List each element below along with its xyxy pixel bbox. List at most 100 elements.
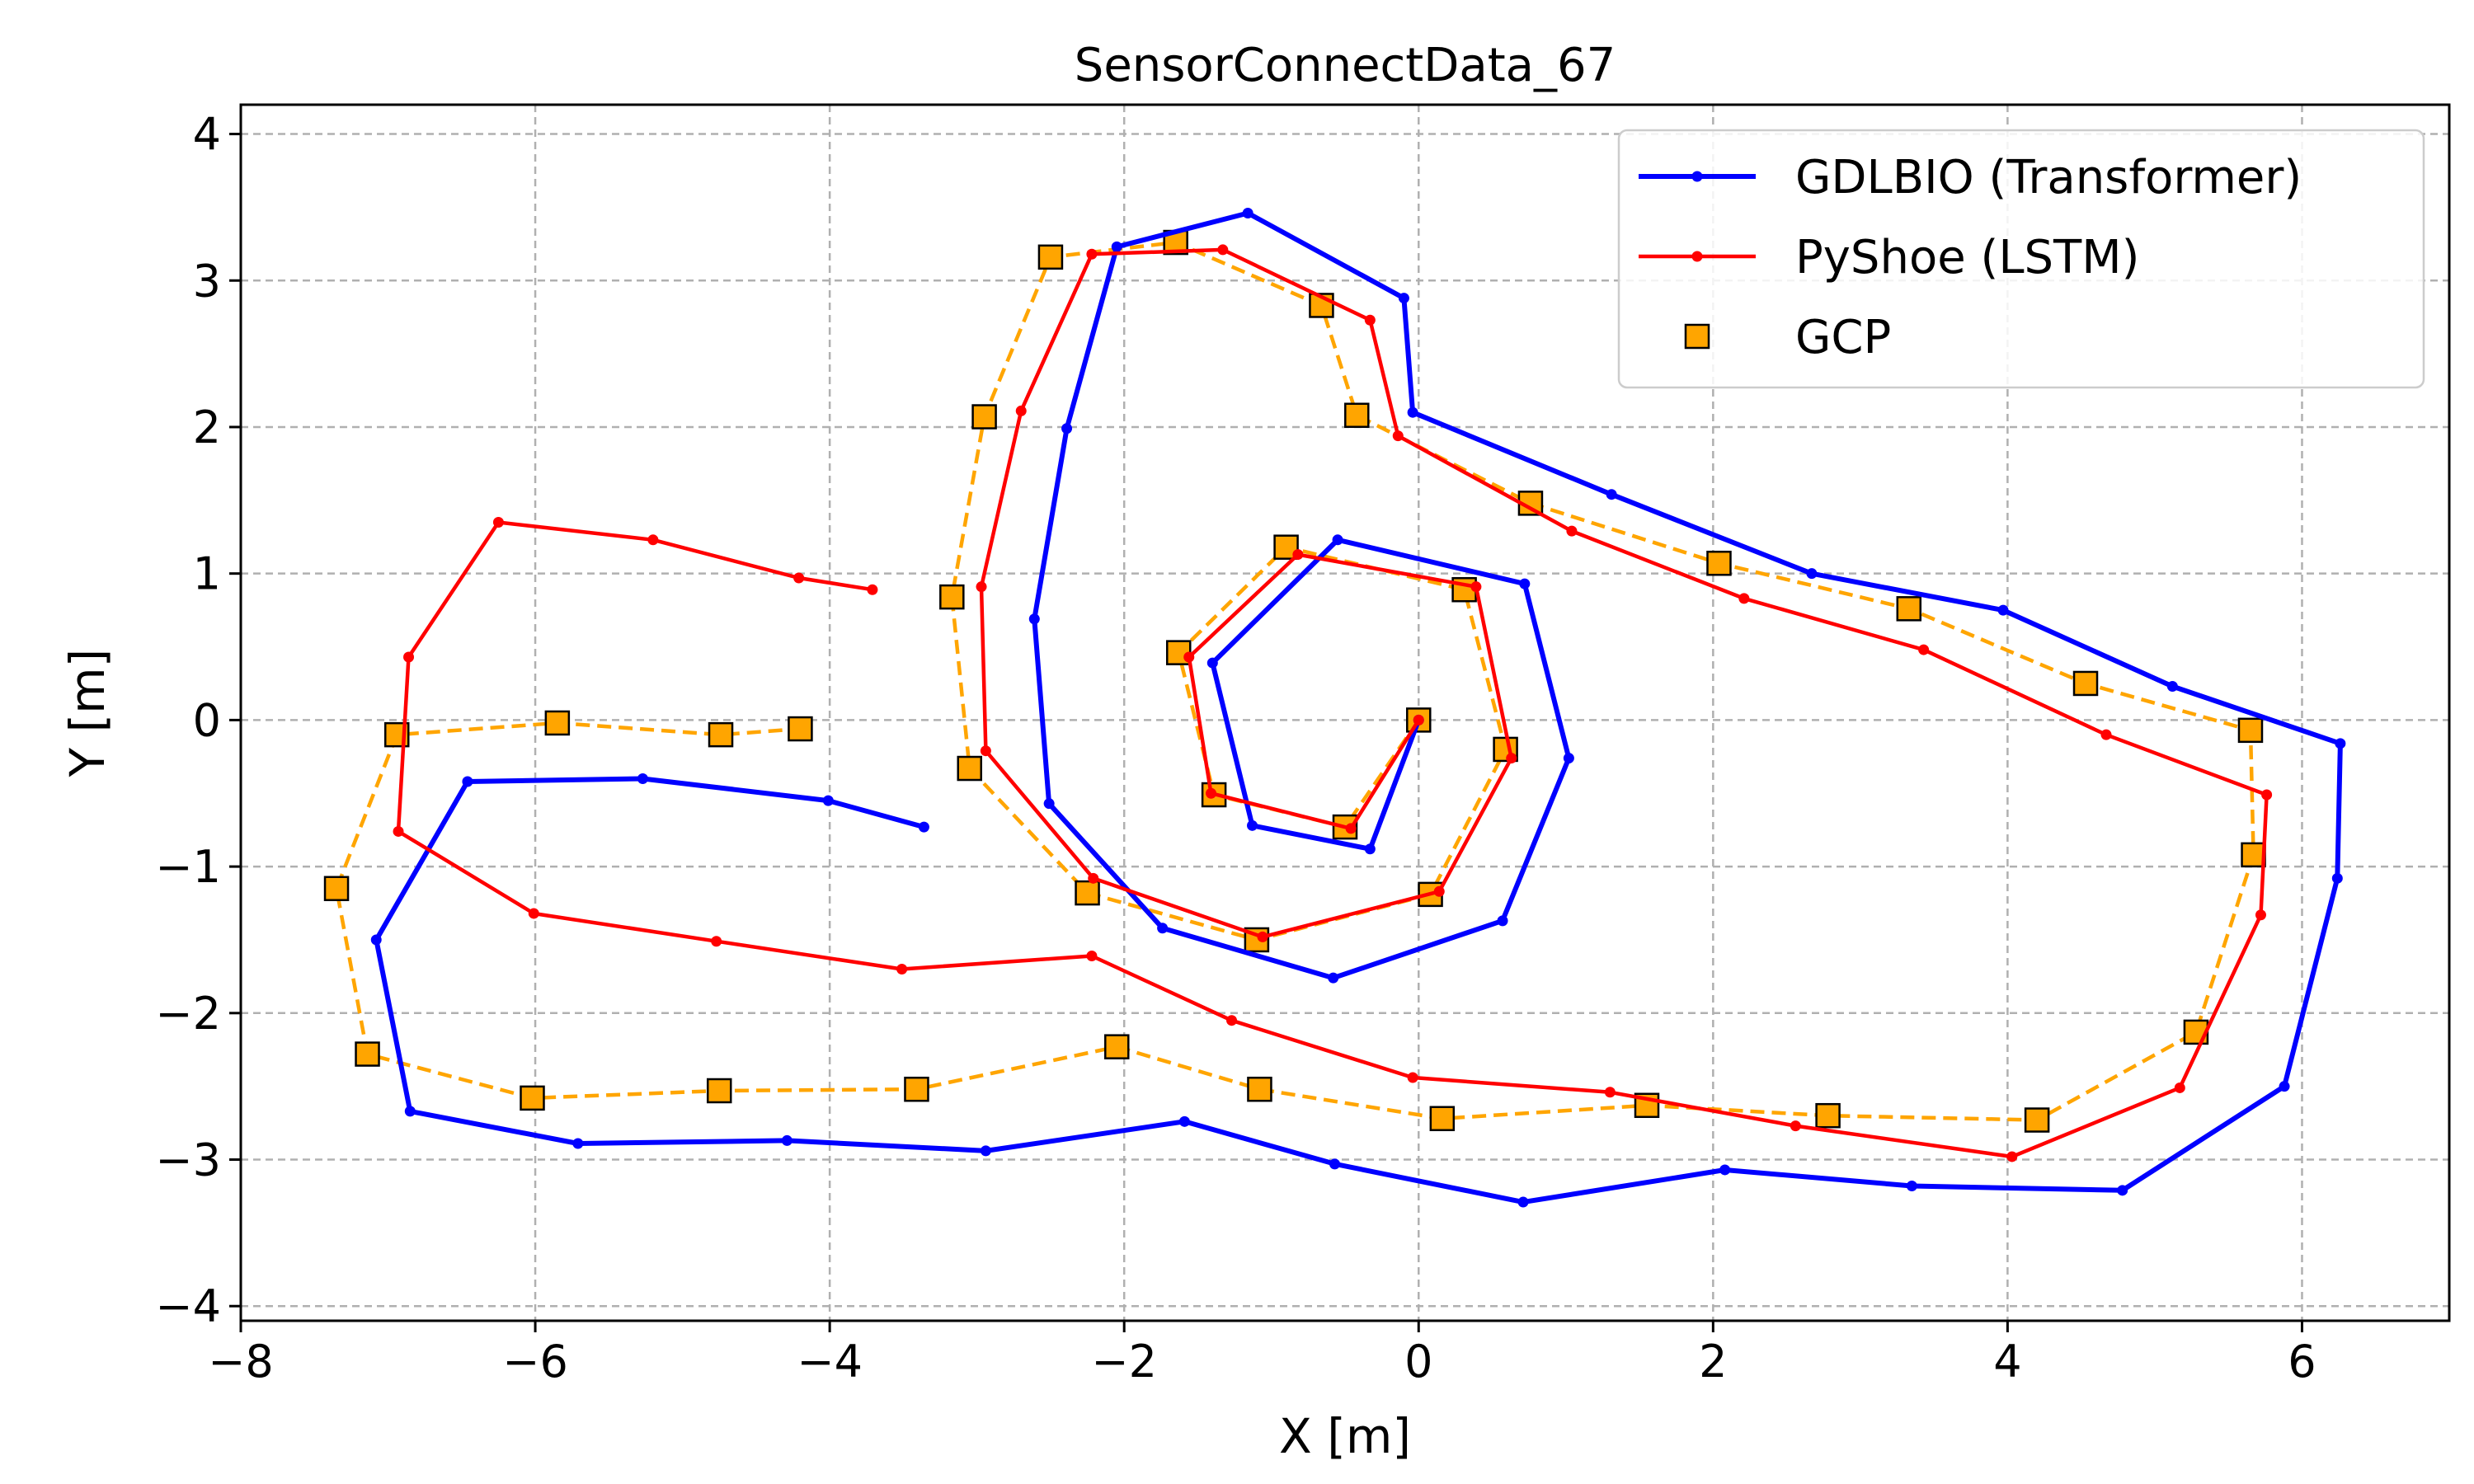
gcp-square-marker [1706,550,1732,576]
grid-layer [239,105,2449,1321]
transformer-point [1247,819,1258,831]
transformer-point [1242,208,1253,219]
transformer-point [1497,915,1508,927]
transformer-point [822,795,834,806]
series-0 [370,208,2346,1208]
lstm-point [1183,651,1195,663]
lstm-point [647,534,659,546]
x-tick-label: 0 [1404,1336,1432,1388]
lstm-point [896,963,908,974]
legend-entry-label: GDLBIO (Transformer) [1795,151,2302,204]
lstm-point [1790,1120,1801,1132]
transformer-point [1519,578,1531,589]
y-tick-label: −2 [155,988,221,1040]
transformer-point [1563,753,1574,764]
legend-entry-label: PyShoe (LSTM) [1795,231,2139,284]
gcp-square-marker [971,404,997,430]
lstm-point [793,572,805,584]
gcp-square-marker [1429,1106,1456,1132]
x-tick-label: 6 [2288,1336,2316,1388]
lstm-point [1604,1087,1616,1098]
transformer-point [1206,657,1218,669]
lstm-point [2255,909,2266,921]
gcp-square-marker [2241,842,2266,868]
lstm-point [711,936,722,947]
y-tick-label: 3 [193,255,221,307]
transformer-point [2331,872,2343,884]
transformer-point [1178,1115,1190,1127]
transformer-point [1364,843,1376,855]
transformer-point [1328,972,1339,984]
legend-entry-label: GCP [1795,311,1891,364]
lstm-point [1413,714,1424,726]
y-tick-label: 1 [193,548,221,600]
legend: GDLBIO (Transformer) PyShoe (LSTM) GCP [1617,129,2425,389]
lstm-point [1086,951,1098,961]
lstm-point [976,581,987,593]
lstm-point [1918,644,1930,655]
lstm-point [528,908,539,919]
gcp-square-marker [1406,707,1432,733]
gcp-square-marker [957,755,982,782]
transformer-point [1332,534,1343,546]
lstm-point [1506,753,1517,764]
transformer-point [572,1138,584,1149]
transformer-point [2117,1185,2128,1196]
transformer-point [1997,604,2009,616]
gcp-square-marker [520,1085,545,1111]
transformer-point [370,934,382,946]
series-1 [393,244,2273,1162]
lstm-point [1738,593,1750,604]
gcp-square-marker [1075,880,1100,906]
transformer-point [1043,798,1055,810]
gcp-square-marker [1896,596,1922,622]
transformer-point [2279,1081,2290,1092]
gcp-square-marker [1247,1076,1272,1102]
x-tick-label: −2 [1091,1336,1157,1388]
transformer-point [1407,406,1418,418]
lstm-point [1407,1072,1418,1083]
lstm-point [2100,729,2112,740]
transformer-point [2166,681,2178,693]
lstm-point [2006,1151,2018,1162]
legend-point-swatch [1691,171,1703,182]
transformer-point [1906,1181,1917,1192]
lstm-point [1086,248,1098,260]
y-tick-label: −3 [155,1134,221,1186]
gcp-square-marker [1273,534,1299,560]
lstm-point [492,516,504,528]
transformer-point [1111,241,1122,252]
x-tick-label: 2 [1699,1336,1727,1388]
y-axis-label: Y [m] [59,649,115,778]
lstm-point [1015,405,1027,416]
transformer-point [1028,613,1040,625]
gcp-square-marker [904,1076,929,1102]
x-axis-label: X [m] [1279,1408,1411,1464]
transformer-point [918,821,929,833]
lstm-point [403,651,415,663]
gcp-square-marker [1104,1034,1130,1059]
series-layer [323,208,2346,1208]
lstm-point [1566,525,1578,537]
lstm-point [1292,549,1304,561]
gcp-square-marker [2072,670,2099,697]
gcp-square-marker [708,721,734,748]
transformer-point [637,773,648,784]
lstm-point [1364,314,1376,326]
y-tick-label: −4 [155,1280,221,1332]
legend-gcp-swatch [1684,323,1710,350]
y-tick-label: 0 [193,694,221,746]
transformer-point [1719,1164,1731,1176]
transformer-point [1606,489,1617,500]
series-2 [323,229,2266,1133]
gcp-square-marker [544,710,571,736]
chart-title: SensorConnectData_67 [1075,39,1616,92]
lstm-point [1345,823,1357,834]
lstm-point [1257,931,1268,942]
x-tick-label: −8 [208,1336,274,1388]
gcp-square-marker [355,1041,380,1067]
legend-point-swatch [1691,251,1703,262]
lstm-point [393,825,404,837]
transformer-point [1398,293,1409,304]
